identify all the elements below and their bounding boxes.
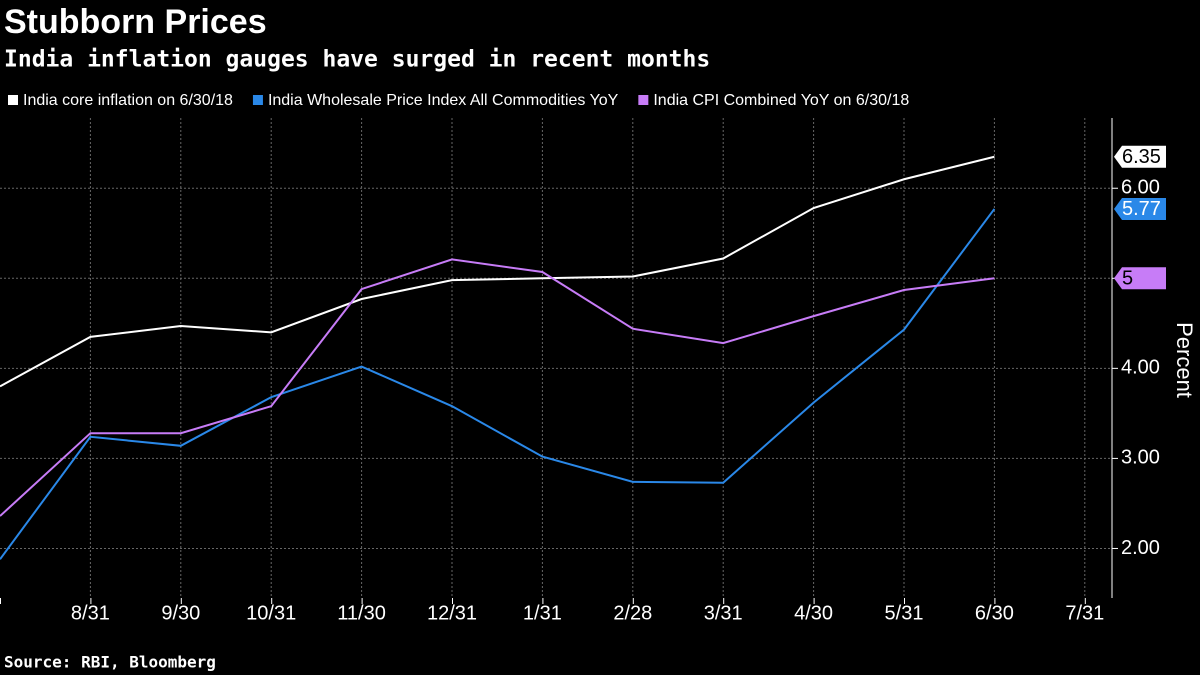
series-line bbox=[0, 155, 995, 388]
value-label: 6.35 bbox=[1122, 146, 1161, 168]
y-tick-label: 4.00 bbox=[1121, 357, 1160, 379]
y-tick-label: 3.00 bbox=[1121, 447, 1160, 469]
legend-swatch bbox=[8, 95, 18, 105]
source: Source: RBI, Bloomberg bbox=[4, 653, 216, 672]
series-line bbox=[0, 208, 996, 560]
legend-label: India core inflation on 6/30/18 bbox=[23, 92, 233, 109]
value-label-box bbox=[1114, 145, 1166, 168]
x-tick-label: 3/31 bbox=[704, 602, 743, 624]
x-tick-label: 12/31 bbox=[427, 602, 477, 624]
x-tick-label: 5/31 bbox=[885, 602, 924, 624]
x-tick-label: 2/28 bbox=[613, 602, 652, 624]
chart-subtitle: India inflation gauges have surged in re… bbox=[4, 47, 710, 73]
x-tick-label: 11/30 bbox=[337, 602, 386, 624]
x-tick-label: 7/31 bbox=[1065, 602, 1104, 624]
legend-label: India CPI Combined YoY on 6/30/18 bbox=[653, 92, 909, 109]
y-axis-title: Percent bbox=[1172, 322, 1197, 398]
value-label: 5.77 bbox=[1122, 198, 1161, 220]
x-tick-label: 8/31 bbox=[71, 602, 110, 624]
y-tick-label: 6.00 bbox=[1121, 177, 1160, 199]
x-tick-label: 9/30 bbox=[161, 602, 200, 624]
value-label-box bbox=[1114, 197, 1166, 220]
legend-swatch bbox=[638, 95, 649, 105]
legend-swatch bbox=[252, 95, 263, 105]
value-label-box bbox=[1114, 267, 1166, 290]
legend-label: India Wholesale Price Index All Commodit… bbox=[268, 92, 619, 109]
x-tick-label: 6/30 bbox=[975, 602, 1014, 624]
x-tick-label: 1/31 bbox=[523, 602, 562, 624]
chart-title: Stubborn Prices bbox=[4, 3, 267, 41]
value-label: 5 bbox=[1122, 268, 1133, 290]
x-tick-label: 4/30 bbox=[794, 602, 833, 624]
x-tick-label: 10/31 bbox=[246, 602, 296, 624]
series-line bbox=[0, 258, 995, 517]
y-tick-label: 2.00 bbox=[1121, 537, 1160, 559]
